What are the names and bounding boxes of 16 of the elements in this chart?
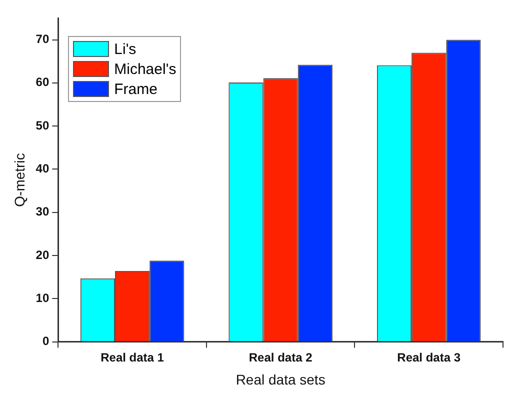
y-tick-label: 10 (36, 290, 50, 305)
y-tick-label: 20 (36, 248, 50, 262)
y-tick-label: 30 (36, 204, 50, 219)
legend-label: Li's (114, 40, 136, 58)
y-tick-label: 40 (36, 162, 50, 176)
x-tick-label: Real data 3 (397, 350, 461, 364)
legend-label: Frame (114, 80, 158, 98)
y-tick-label: 0 (42, 334, 50, 348)
y-axis-title: Q-metric (11, 153, 28, 207)
y-tick-label: 70 (36, 32, 50, 46)
x-tick-label: Real data 2 (248, 350, 313, 364)
legend-label: Michael's (114, 60, 176, 78)
y-tick-label: 50 (36, 118, 50, 132)
x-axis-title: Real data sets (236, 371, 326, 388)
y-tick-label: 60 (36, 75, 50, 90)
x-tick-label: Real data 1 (100, 350, 164, 364)
